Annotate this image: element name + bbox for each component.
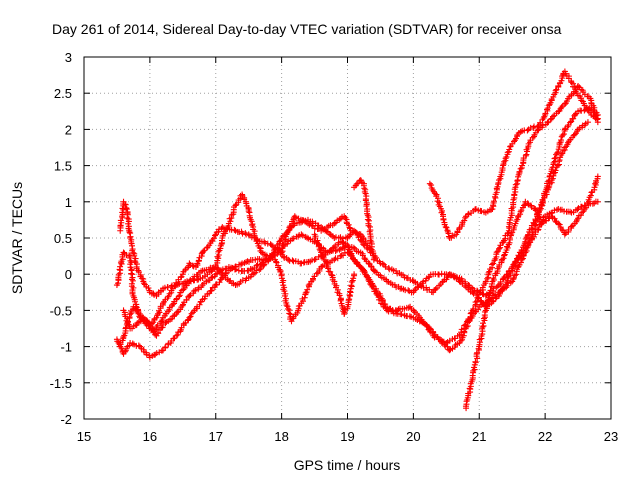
- x-axis-label: GPS time / hours: [294, 457, 401, 473]
- x-tick-label: 21: [472, 429, 486, 444]
- x-tick-label: 16: [143, 429, 157, 444]
- y-tick-label: 0.5: [54, 231, 72, 246]
- y-tick-label: 0: [65, 267, 72, 282]
- y-tick-label: 1.5: [54, 159, 72, 174]
- y-tick-label: -1.5: [50, 376, 72, 391]
- x-tick-label: 23: [604, 429, 618, 444]
- x-tick-label: 18: [274, 429, 288, 444]
- y-tick-label: -2: [60, 412, 72, 427]
- y-tick-label: -0.5: [50, 303, 72, 318]
- x-tick-label: 19: [340, 429, 354, 444]
- y-tick-label: -1: [60, 340, 72, 355]
- y-tick-label: 1: [65, 195, 72, 210]
- y-tick-label: 2.5: [54, 86, 72, 101]
- chart-background: [0, 0, 640, 480]
- x-tick-label: 15: [77, 429, 91, 444]
- sdtvar-chart: 15 16 17 18 19 20 21 22 23 -2-1.5-1-0.500.511.52…: [0, 0, 640, 480]
- y-axis-label: SDTVAR / TECUs: [9, 182, 25, 294]
- y-tick-label: 2: [65, 122, 72, 137]
- y-tick-label: 3: [65, 50, 72, 65]
- chart-title: Day 261 of 2014, Sidereal Day-to-day VTE…: [52, 21, 562, 37]
- x-tick-label: 20: [406, 429, 420, 444]
- x-tick-label: 22: [538, 429, 552, 444]
- x-tick-label: 17: [209, 429, 223, 444]
